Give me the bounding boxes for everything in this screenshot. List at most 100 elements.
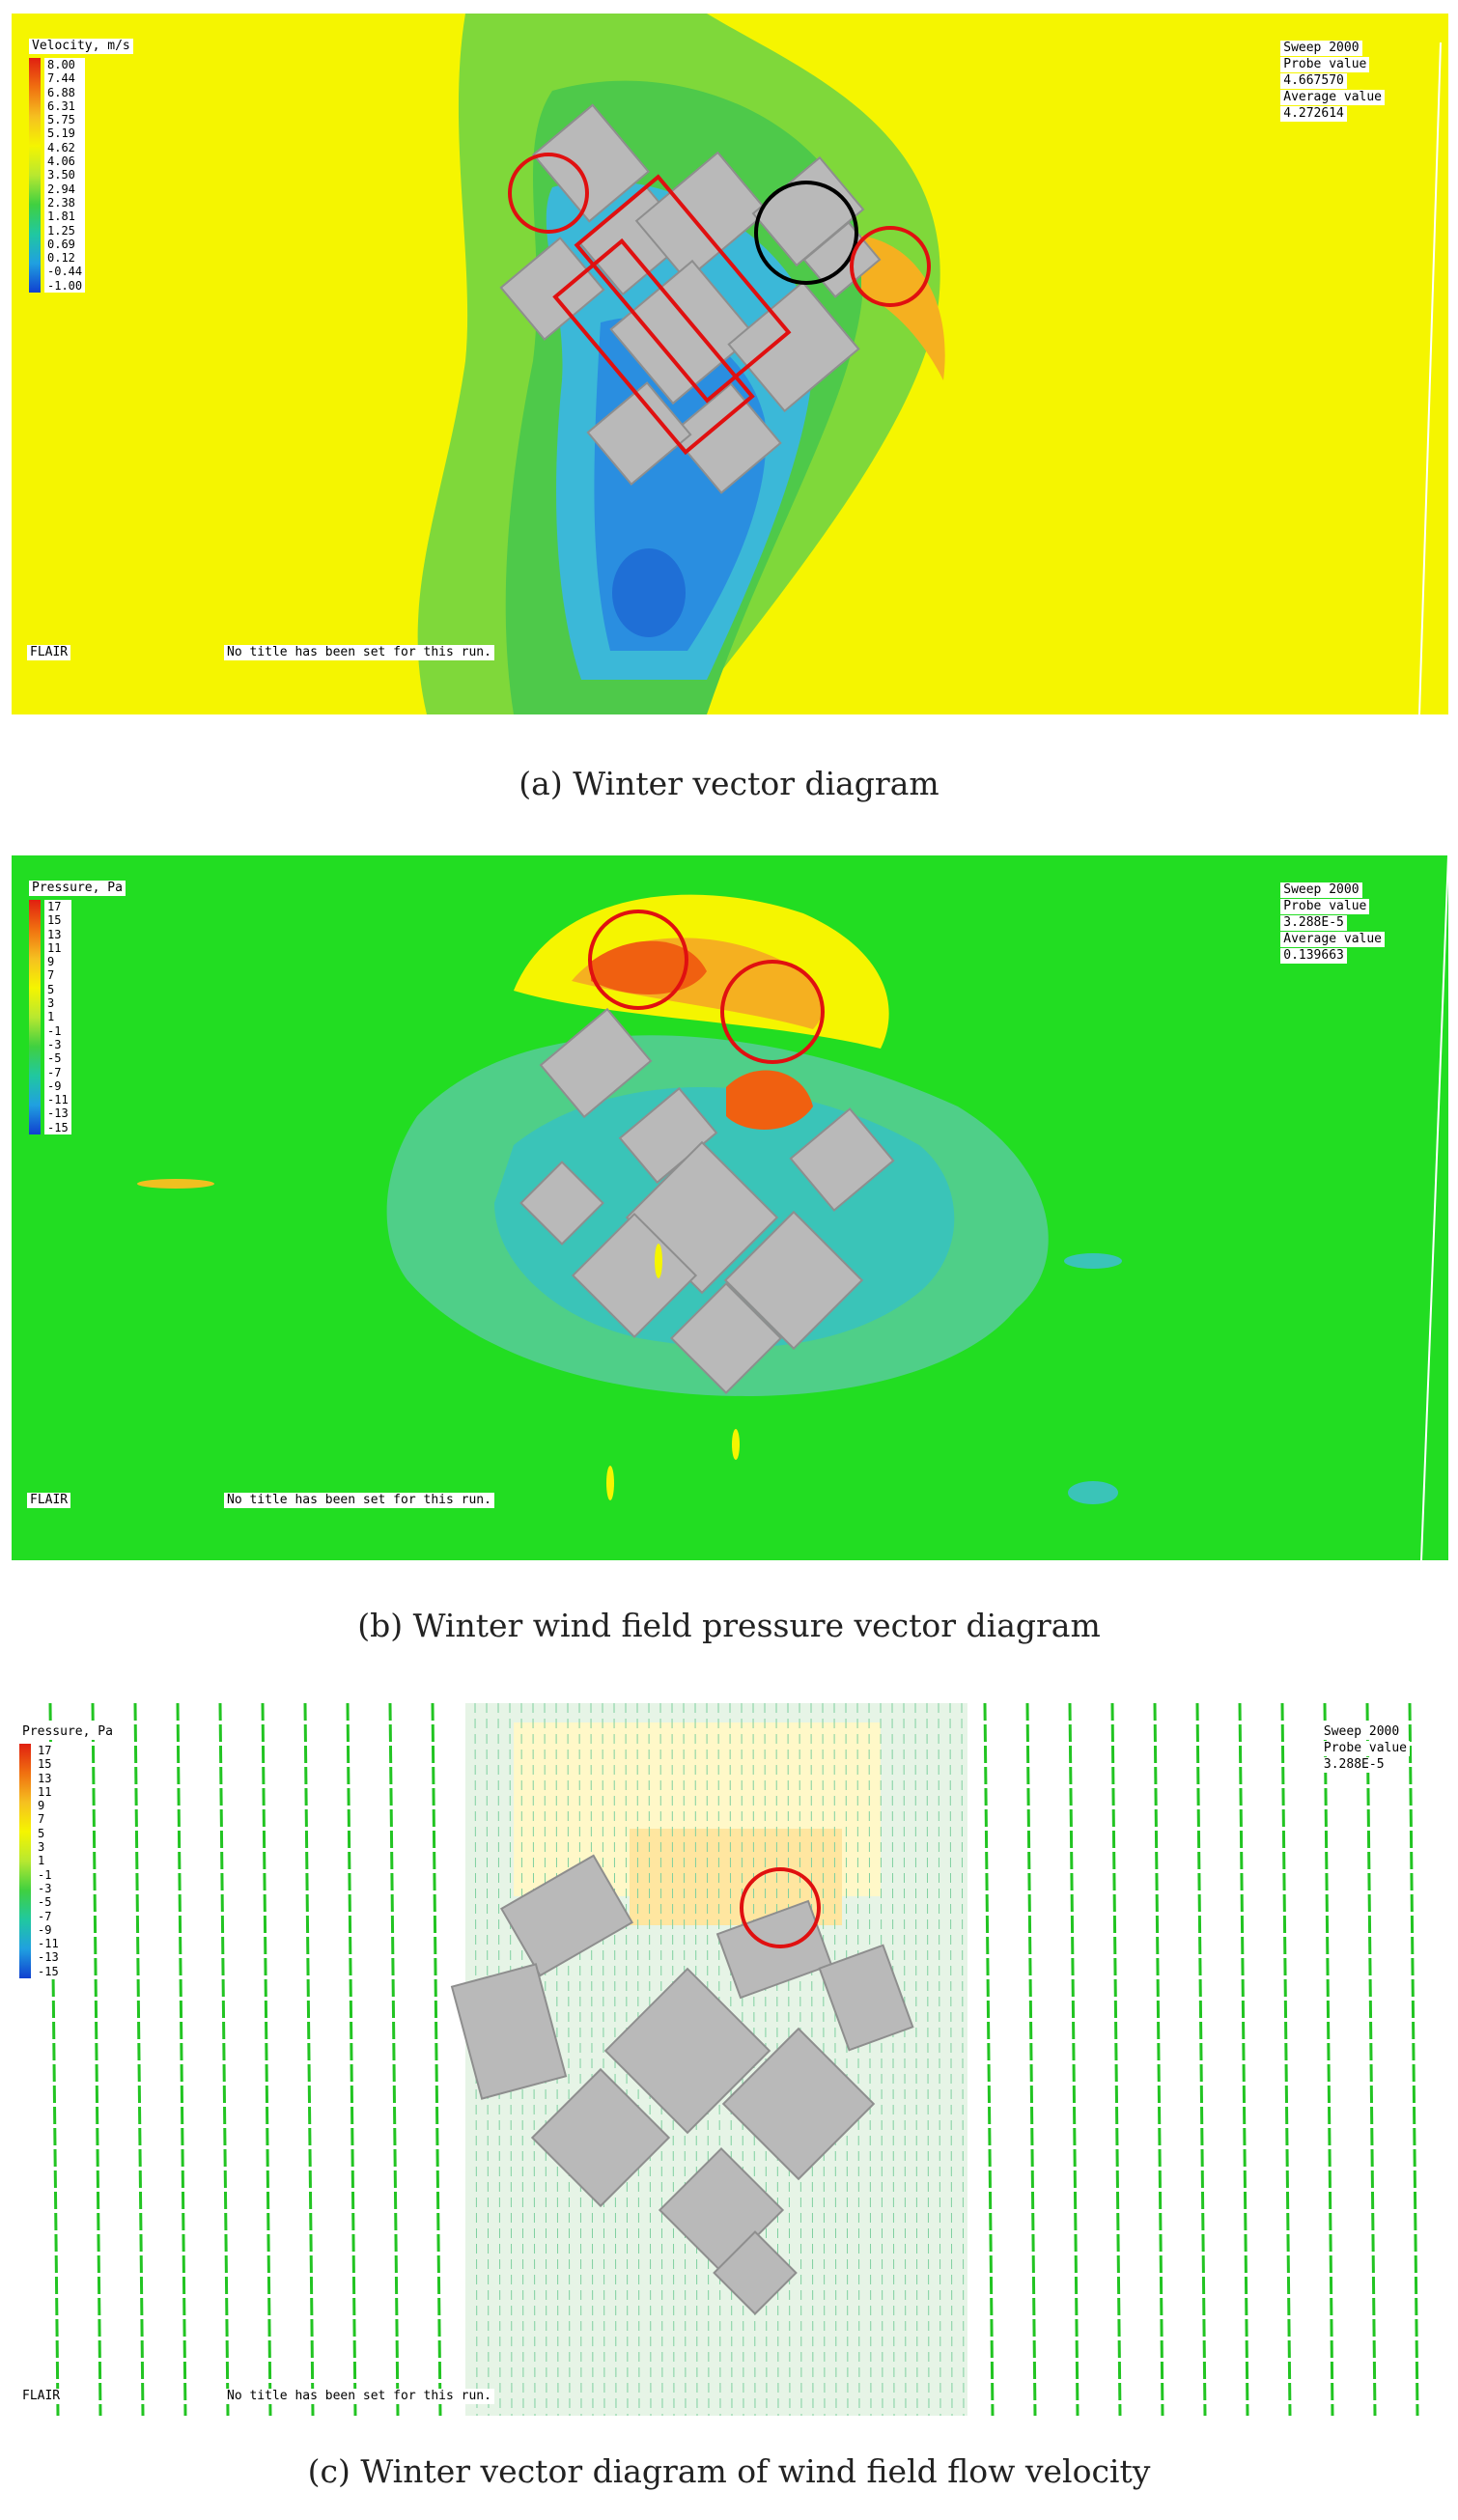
vector-streamline <box>1365 1703 1377 2416</box>
vector-streamline <box>891 1703 895 2416</box>
legend-tick: -9 <box>38 1922 52 1937</box>
legend-tick: 5 <box>47 982 55 996</box>
legend-tick: 5 <box>38 1826 45 1840</box>
legend-tick: 1 <box>47 1010 55 1024</box>
legend-tick: -7 <box>47 1065 62 1079</box>
probe-line: 3.288E-5 <box>1280 915 1347 931</box>
probe-line: Probe value <box>1320 1741 1410 1756</box>
legend-tick: 11 <box>47 940 62 955</box>
annotation-circle-red <box>850 226 931 307</box>
legend-ticks: 17 15 13 11 9 7 5 3 1 -1 -3 -5 -7 -9 -11… <box>35 1744 62 1979</box>
building-blocks <box>450 1854 914 2315</box>
legend-tick: 8.00 <box>47 58 75 71</box>
pressure-legend: Pressure, Pa 17 15 13 11 9 7 5 3 1 -1 -3… <box>19 1724 116 1979</box>
probe-line: Average value <box>1280 90 1385 105</box>
probe-line: 4.667570 <box>1280 73 1347 89</box>
vector-streamline <box>938 1703 941 2416</box>
vector-streamline <box>1025 1703 1037 2416</box>
vector-streamline <box>91 1703 102 2416</box>
vector-streamline <box>1238 1703 1249 2416</box>
legend-tick: 9 <box>47 955 55 969</box>
legend-tick: 0.12 <box>47 251 75 266</box>
vector-streamline <box>261 1703 272 2416</box>
vector-streamline <box>303 1703 315 2416</box>
vector-streamline <box>218 1703 230 2416</box>
vector-streamline <box>856 1703 860 2416</box>
legend-tick: 1 <box>38 1854 45 1868</box>
annotation-rect-red <box>552 238 755 456</box>
legend-title: Pressure, Pa <box>19 1724 116 1740</box>
legend-tick: 13 <box>47 927 62 941</box>
legend-tick: 7.44 <box>47 71 75 86</box>
vector-streamline <box>961 1703 965 2416</box>
legend-tick: -15 <box>47 1120 69 1134</box>
legend-tick: 2.38 <box>47 195 75 210</box>
legend-tick: -7 <box>38 1909 52 1923</box>
annotation-circle-black <box>754 181 858 285</box>
probe-info: Sweep 2000 Probe value 4.667570 Average … <box>1280 41 1385 123</box>
vector-streamline <box>983 1703 995 2416</box>
legend-tick: 6.88 <box>47 85 75 99</box>
legend-tick: -11 <box>47 1093 69 1107</box>
legend-title: Velocity, m/s <box>29 39 133 54</box>
velocity-legend: Velocity, m/s 8.00 7.44 6.88 6.31 5.75 5… <box>29 39 133 294</box>
vector-streamline <box>431 1703 442 2416</box>
vector-streamline <box>1323 1703 1334 2416</box>
flow-vector-field <box>48 1703 1419 2416</box>
flair-label: FLAIR <box>27 645 71 660</box>
legend-tick: -1 <box>38 1867 52 1882</box>
legend-tick: -9 <box>47 1078 62 1093</box>
vector-streamline <box>914 1703 918 2416</box>
vector-streamline <box>1068 1703 1079 2416</box>
velocity-contour-panel: Velocity, m/s 8.00 7.44 6.88 6.31 5.75 5… <box>12 14 1448 714</box>
legend-tick: 3 <box>47 996 55 1011</box>
vector-streamline <box>949 1703 953 2416</box>
vector-streamline <box>388 1703 400 2416</box>
figure-caption: (b) Winter wind field pressure vector di… <box>357 1607 1101 1644</box>
legend-tick: -11 <box>38 1937 59 1951</box>
flow-vector-panel: Pressure, Pa 17 15 13 11 9 7 5 3 1 -1 -3… <box>12 1703 1448 2416</box>
legend-tick: -5 <box>38 1895 52 1910</box>
probe-line: 0.139663 <box>1280 948 1347 964</box>
legend-tick: 4.62 <box>47 140 75 154</box>
legend-tick: -13 <box>47 1106 69 1121</box>
legend-tick: 1.25 <box>47 223 75 238</box>
legend-tick: 17 <box>38 1744 52 1757</box>
legend-ticks: 8.00 7.44 6.88 6.31 5.75 5.19 4.62 4.06 … <box>44 58 86 294</box>
legend-tick: -13 <box>38 1950 59 1965</box>
flair-label: FLAIR <box>27 1493 71 1508</box>
probe-line: Probe value <box>1280 57 1370 72</box>
legend-tick: 7 <box>47 968 55 983</box>
pressure-contour-field <box>137 855 1448 1560</box>
run-title-label: No title has been set for this run. <box>224 2389 494 2404</box>
legend-tick: 15 <box>47 913 62 928</box>
annotation-rect-red <box>574 174 792 404</box>
vector-streamline <box>845 1703 849 2416</box>
legend-tick: 1.81 <box>47 210 75 224</box>
legend-ticks: 17 15 13 11 9 7 5 3 1 -1 -3 -5 -7 -9 -11… <box>44 900 71 1135</box>
legend-tick: 11 <box>38 1784 52 1799</box>
vector-streamline <box>567 1703 571 2416</box>
annotation-circle-red <box>508 153 589 234</box>
probe-line: Sweep 2000 <box>1280 882 1362 898</box>
probe-line: Probe value <box>1280 899 1370 914</box>
figure-caption: (c) Winter vector diagram of wind field … <box>307 2452 1151 2490</box>
legend-colorbar <box>29 900 41 1134</box>
legend-tick: -0.44 <box>47 265 83 279</box>
annotation-circle-red <box>588 910 688 1010</box>
legend-tick: 13 <box>38 1771 52 1785</box>
vector-streamline <box>1408 1703 1419 2416</box>
figure-caption: (a) Winter vector diagram <box>519 765 939 802</box>
building-blocks <box>519 1007 895 1394</box>
vector-streamline <box>1195 1703 1207 2416</box>
probe-line: 4.272614 <box>1280 106 1347 122</box>
vector-streamline <box>1280 1703 1292 2416</box>
legend-tick: 5.19 <box>47 126 75 141</box>
legend-tick: -1.00 <box>47 278 83 293</box>
legend-tick: 15 <box>38 1757 52 1772</box>
legend-title: Pressure, Pa <box>29 881 126 896</box>
building-blocks <box>499 103 882 494</box>
pressure-legend: Pressure, Pa 17 15 13 11 9 7 5 3 1 -1 -3… <box>29 881 126 1135</box>
probe-info: Sweep 2000 Probe value 3.288E-5 Average … <box>1280 882 1385 965</box>
legend-tick: -3 <box>47 1037 62 1051</box>
